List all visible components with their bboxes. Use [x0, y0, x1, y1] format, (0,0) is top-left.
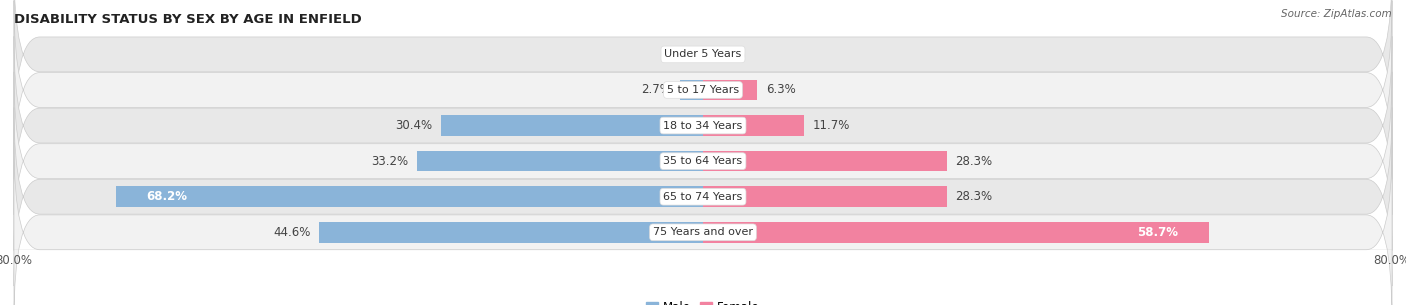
Bar [418, 151, 703, 171]
FancyBboxPatch shape [14, 1, 1392, 179]
FancyBboxPatch shape [14, 36, 1392, 215]
Bar [703, 151, 946, 171]
FancyBboxPatch shape [14, 72, 1392, 250]
Text: 28.3%: 28.3% [955, 190, 993, 203]
Text: 75 Years and over: 75 Years and over [652, 227, 754, 237]
Text: 68.2%: 68.2% [146, 190, 187, 203]
FancyBboxPatch shape [14, 0, 1392, 144]
Text: 35 to 64 Years: 35 to 64 Years [664, 156, 742, 166]
Text: 30.4%: 30.4% [395, 119, 433, 132]
Text: DISABILITY STATUS BY SEX BY AGE IN ENFIELD: DISABILITY STATUS BY SEX BY AGE IN ENFIE… [14, 13, 361, 26]
Text: 28.3%: 28.3% [955, 155, 993, 168]
Text: 18 to 34 Years: 18 to 34 Years [664, 120, 742, 131]
Text: 65 to 74 Years: 65 to 74 Years [664, 192, 742, 202]
Text: 58.7%: 58.7% [1137, 226, 1178, 239]
Text: 44.6%: 44.6% [273, 226, 311, 239]
Bar [703, 186, 946, 207]
Text: 11.7%: 11.7% [813, 119, 849, 132]
Bar [703, 222, 1209, 243]
Legend: Male, Female: Male, Female [641, 296, 765, 305]
FancyBboxPatch shape [14, 143, 1392, 305]
Text: 2.7%: 2.7% [641, 84, 671, 96]
Text: Source: ZipAtlas.com: Source: ZipAtlas.com [1281, 9, 1392, 19]
FancyBboxPatch shape [14, 107, 1392, 286]
Bar [441, 115, 703, 136]
Bar [115, 186, 703, 207]
Bar [703, 80, 758, 100]
Bar [679, 80, 703, 100]
Text: 0.0%: 0.0% [716, 48, 745, 61]
Bar [319, 222, 703, 243]
Text: 5 to 17 Years: 5 to 17 Years [666, 85, 740, 95]
Text: Under 5 Years: Under 5 Years [665, 49, 741, 59]
Text: 6.3%: 6.3% [766, 84, 796, 96]
Text: 33.2%: 33.2% [371, 155, 409, 168]
Text: 0.0%: 0.0% [661, 48, 690, 61]
Bar [703, 115, 804, 136]
